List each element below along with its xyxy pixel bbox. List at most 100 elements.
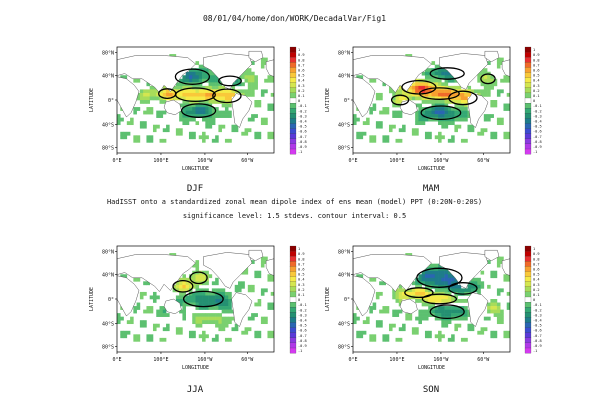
field-cell (179, 128, 183, 133)
colorbar-swatch (524, 77, 532, 83)
field-cell (241, 82, 245, 87)
field-cell (198, 64, 203, 69)
field-cell (447, 270, 452, 275)
field-cell (431, 117, 436, 122)
colorbar-label: 1 (533, 247, 535, 251)
field-cell (438, 277, 442, 282)
field-cell (398, 100, 403, 104)
colorbar-label: 0.7 (533, 262, 540, 266)
field-cell (441, 277, 445, 282)
field-cell (411, 85, 416, 90)
field-cell (382, 337, 387, 342)
field-cell (149, 306, 154, 310)
field-cell (431, 114, 436, 118)
field-cell (447, 117, 452, 122)
field-cell (438, 107, 442, 111)
field-cell (175, 82, 180, 87)
field-cell (496, 92, 501, 97)
field-cell (159, 89, 164, 94)
colorbar-swatch (289, 266, 297, 272)
field-cell (424, 114, 429, 118)
colorbar-swatch (289, 113, 297, 119)
field-cell (120, 75, 124, 80)
field-cell (454, 313, 458, 317)
field-cell (411, 327, 416, 332)
field-cell (133, 309, 137, 314)
field-cell (146, 89, 151, 94)
field-cell (234, 128, 239, 133)
field-cell (270, 131, 274, 136)
field-cell (447, 85, 452, 90)
field-cell (454, 299, 458, 303)
field-cell (496, 64, 501, 69)
field-cell (136, 334, 141, 339)
colorbar-label: 0.1 (298, 293, 305, 297)
field-cell (457, 107, 462, 111)
field-cell (457, 96, 462, 101)
field-cell (221, 92, 226, 97)
colorbar-swatch (289, 128, 297, 135)
colorbar-swatch (524, 57, 532, 63)
field-cell (496, 256, 501, 261)
field-cell (192, 295, 196, 300)
field-cell (402, 295, 406, 300)
field-cell (493, 78, 498, 83)
field-cell (215, 299, 219, 303)
colorbar-label: 0.1 (533, 293, 540, 297)
colorbar-label: 0.5 (298, 74, 305, 78)
colorbar-label: -0.5 (533, 125, 542, 129)
field-cell (192, 135, 196, 140)
field-cell (500, 117, 504, 122)
field-cell (428, 68, 432, 73)
field-cell (224, 337, 229, 342)
field-cell (460, 92, 465, 97)
y-tick-label: 80°S (102, 146, 114, 152)
field-cell (215, 82, 219, 87)
field-cell (133, 138, 137, 143)
significance-contour (218, 75, 242, 87)
field-cell (166, 313, 170, 317)
field-cell (434, 68, 439, 73)
x-tick-label: 160°W (197, 357, 213, 363)
field-cell (172, 92, 177, 97)
field-cell (195, 302, 200, 307)
field-cell (503, 78, 508, 83)
colorbar-swatch (524, 317, 532, 323)
field-cell (179, 299, 183, 303)
field-cell (490, 85, 494, 90)
field-cell (224, 107, 229, 111)
field-cell (224, 110, 229, 115)
field-cell (159, 138, 164, 143)
field-cell (438, 270, 442, 275)
field-cell (175, 128, 180, 133)
field-cell (136, 337, 141, 342)
field-cell (143, 110, 147, 115)
continent-europeW (501, 59, 510, 77)
field-cell (133, 135, 137, 140)
colorbar-swatch (289, 286, 297, 293)
field-cell (123, 75, 128, 80)
field-cell (244, 330, 249, 335)
continent-greenland (248, 249, 264, 262)
field-cell (424, 82, 429, 87)
field-cell (464, 96, 468, 101)
colorbar-swatch (289, 302, 297, 308)
colorbar-label: -1 (298, 150, 302, 154)
colorbar-swatch (289, 92, 297, 99)
field-cell (205, 302, 209, 307)
significance-contour (180, 103, 217, 118)
field-cell (480, 68, 485, 73)
field-cell (392, 114, 396, 118)
field-cell (434, 267, 439, 272)
field-cell (202, 78, 206, 83)
field-cell (205, 100, 209, 104)
field-cell (418, 288, 422, 293)
field-cell (395, 299, 400, 303)
y-tick-label: 0° (108, 297, 114, 303)
field-cell (195, 277, 200, 282)
field-cell (353, 117, 357, 122)
field-cell (195, 89, 200, 94)
field-cell (477, 330, 481, 335)
field-cell (211, 75, 216, 80)
field-cell (398, 89, 403, 94)
